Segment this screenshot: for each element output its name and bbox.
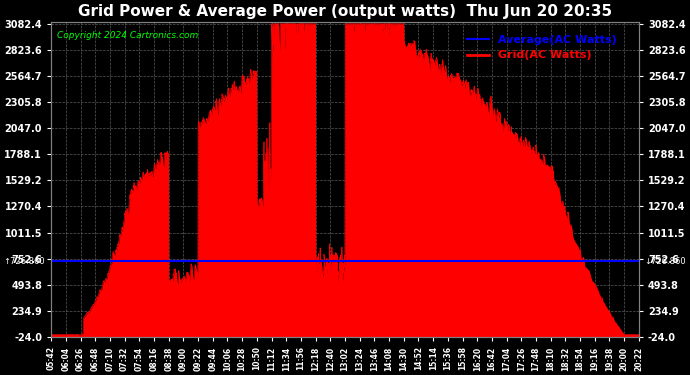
Text: ↓726.860: ↓726.860: [644, 257, 687, 266]
Text: ↑726.860: ↑726.860: [3, 257, 46, 266]
Legend: Average(AC Watts), Grid(AC Watts): Average(AC Watts), Grid(AC Watts): [463, 30, 622, 65]
Text: Copyright 2024 Cartronics.com: Copyright 2024 Cartronics.com: [57, 31, 198, 40]
Title: Grid Power & Average Power (output watts)  Thu Jun 20 20:35: Grid Power & Average Power (output watts…: [78, 4, 612, 19]
